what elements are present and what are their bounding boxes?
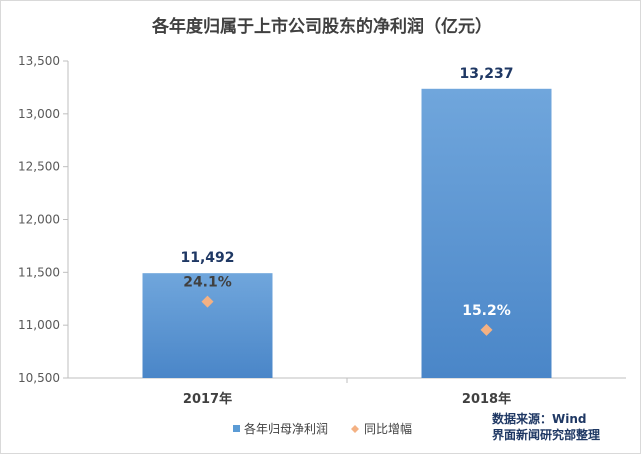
legend-swatch-marker [351, 425, 359, 433]
marker-series: 24.1% 15.2% [183, 275, 511, 336]
growth-marker [480, 323, 493, 336]
y-tick-label: 11,000 [18, 318, 60, 332]
legend-label-marker: 同比增幅 [364, 421, 412, 436]
y-tick-label: 11,500 [18, 265, 60, 279]
y-tick-label: 10,500 [18, 371, 60, 385]
growth-marker [201, 295, 214, 308]
bar-series: 11,492 13,237 [142, 66, 552, 378]
bar-value-label: 13,237 [459, 66, 513, 82]
legend-swatch-bar [233, 425, 240, 432]
source-line-2: 界面新闻研究部整理 [492, 428, 601, 442]
x-axis: 2017年 2018年 [68, 377, 626, 407]
y-tick-label: 13,000 [18, 107, 60, 121]
x-tick-label: 2018年 [462, 391, 511, 407]
growth-value-label: 15.2% [462, 303, 511, 319]
legend-label-bar: 各年归母净利润 [244, 421, 328, 436]
y-tick-label: 12,000 [18, 213, 60, 227]
y-tick-label: 13,500 [18, 54, 60, 68]
x-tick-label: 2017年 [183, 391, 232, 407]
y-tick-label: 12,500 [18, 160, 60, 174]
legend: 各年归母净利润 同比增幅 [233, 421, 412, 436]
growth-value-label: 24.1% [183, 275, 232, 291]
y-axis: 10,500 11,000 11,500 12,000 12,500 13,000 13,5… [18, 54, 69, 385]
bar [142, 273, 273, 378]
source-line-1: 数据来源：Wind [492, 412, 587, 426]
chart-title: 各年度归属于上市公司股东的净利润（亿元） [151, 16, 492, 37]
bar-value-label: 11,492 [180, 250, 234, 266]
source-note: 数据来源：Wind 界面新闻研究部整理 [492, 411, 600, 443]
